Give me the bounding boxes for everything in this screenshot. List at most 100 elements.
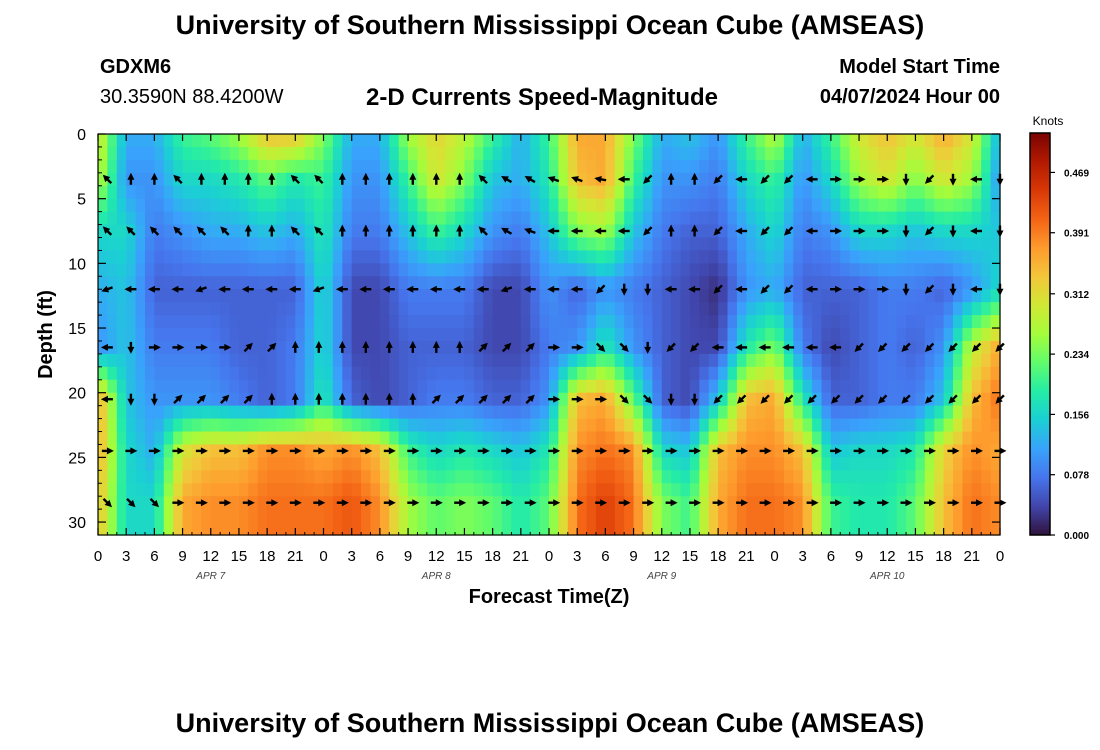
heatmap-cell xyxy=(990,457,1001,471)
heatmap-cell xyxy=(229,418,240,433)
heatmap-cell xyxy=(840,470,851,484)
heatmap-cell xyxy=(661,263,672,277)
heatmap-cell xyxy=(389,418,400,433)
arrow-head xyxy=(970,227,977,235)
heatmap-cell xyxy=(426,159,437,174)
heatmap-cell xyxy=(962,496,973,510)
heatmap-cell xyxy=(398,263,409,277)
heatmap-cell xyxy=(464,185,475,200)
heatmap-cell xyxy=(962,366,973,381)
heatmap-cell xyxy=(868,457,879,471)
heatmap-cell xyxy=(812,328,823,342)
heatmap-cell xyxy=(295,172,306,187)
heatmap-cell xyxy=(642,185,653,200)
heatmap-cell xyxy=(793,172,804,187)
heatmap-cell xyxy=(558,366,569,381)
heatmap-cell xyxy=(549,302,559,316)
heatmap-cell xyxy=(379,340,390,355)
heatmap-cell xyxy=(896,185,907,200)
heatmap-cell xyxy=(642,418,653,433)
heatmap-cell xyxy=(859,146,870,161)
heatmap-cell xyxy=(351,302,362,316)
current-vector-arrow xyxy=(971,447,983,455)
current-vector-arrow xyxy=(735,285,748,293)
heatmap-cell xyxy=(520,276,531,290)
heatmap-cell xyxy=(267,315,278,329)
heatmap-cell xyxy=(718,483,729,497)
heatmap-cell xyxy=(417,509,428,523)
heatmap-cell xyxy=(267,353,278,368)
heatmap-cell xyxy=(567,418,578,433)
heatmap-cell xyxy=(755,509,766,523)
heatmap-cell xyxy=(605,522,616,536)
heatmap-cell xyxy=(248,237,259,252)
heatmap-cell xyxy=(746,392,757,407)
heatmap-cell xyxy=(793,405,804,420)
heatmap-cell xyxy=(943,146,954,161)
heatmap-cell xyxy=(802,237,813,252)
heatmap-cell xyxy=(661,353,672,368)
heatmap-cell xyxy=(708,302,719,316)
heatmap-cell xyxy=(642,353,653,368)
heatmap-cell xyxy=(549,134,559,148)
heatmap-cell xyxy=(370,483,381,497)
heatmap-cell xyxy=(389,172,400,187)
heatmap-cell xyxy=(398,379,409,394)
heatmap-cell xyxy=(924,185,935,200)
arrow-head xyxy=(882,285,890,293)
heatmap-cell xyxy=(821,289,832,303)
heatmap-cell xyxy=(173,405,184,420)
heatmap-cell xyxy=(464,470,475,484)
current-vector-arrow xyxy=(101,447,114,455)
heatmap-cell xyxy=(765,211,776,226)
current-vector-arrow xyxy=(949,173,957,186)
heatmap-cell xyxy=(220,470,231,484)
y-tick-label: 5 xyxy=(77,192,86,209)
heatmap-cell xyxy=(144,250,155,264)
heatmap-cell xyxy=(812,405,823,420)
heatmap-cell xyxy=(567,276,578,290)
heatmap-cell xyxy=(511,444,522,458)
heatmap-cell xyxy=(577,418,588,433)
heatmap-cell xyxy=(511,134,522,148)
heatmap-cell xyxy=(953,379,964,394)
heatmap-cell xyxy=(840,237,851,252)
heatmap-cell xyxy=(577,198,588,213)
heatmap-cell xyxy=(436,237,447,252)
heatmap-cell xyxy=(238,185,249,200)
heatmap-cell xyxy=(248,315,259,329)
heatmap-cell xyxy=(981,328,992,342)
heatmap-cell xyxy=(173,366,184,381)
heatmap-cell xyxy=(154,353,165,368)
heatmap-cell xyxy=(201,379,212,394)
heatmap-cell xyxy=(436,522,447,536)
heatmap-cell xyxy=(483,431,494,446)
heatmap-cell xyxy=(154,159,165,174)
heatmap-cell xyxy=(154,470,165,484)
current-vector-arrow xyxy=(595,499,608,507)
heatmap-cell xyxy=(549,509,559,523)
heatmap-cell xyxy=(304,405,315,420)
current-vector-arrow xyxy=(501,447,514,455)
heatmap-cell xyxy=(332,302,343,316)
current-vector-arrow xyxy=(149,226,160,236)
heatmap-cell xyxy=(126,353,137,368)
heatmap-cell xyxy=(426,353,437,368)
arrow-head xyxy=(576,343,584,351)
heatmap-cell xyxy=(943,185,954,200)
arrow-head xyxy=(100,343,108,351)
heatmap-cell xyxy=(238,379,249,394)
heatmap-cell xyxy=(351,134,362,148)
heatmap-cell xyxy=(774,418,785,433)
heatmap-cell xyxy=(727,379,738,394)
heatmap-cell xyxy=(840,185,851,200)
heatmap-cell xyxy=(98,418,108,433)
arrow-head xyxy=(247,447,255,455)
heatmap-cell xyxy=(483,185,494,200)
heatmap-cell xyxy=(107,134,118,148)
heatmap-cell xyxy=(126,457,137,471)
current-vector-arrow xyxy=(924,499,936,507)
heatmap-cell xyxy=(661,392,672,407)
heatmap-cell xyxy=(304,457,315,471)
heatmap-cell xyxy=(370,146,381,161)
